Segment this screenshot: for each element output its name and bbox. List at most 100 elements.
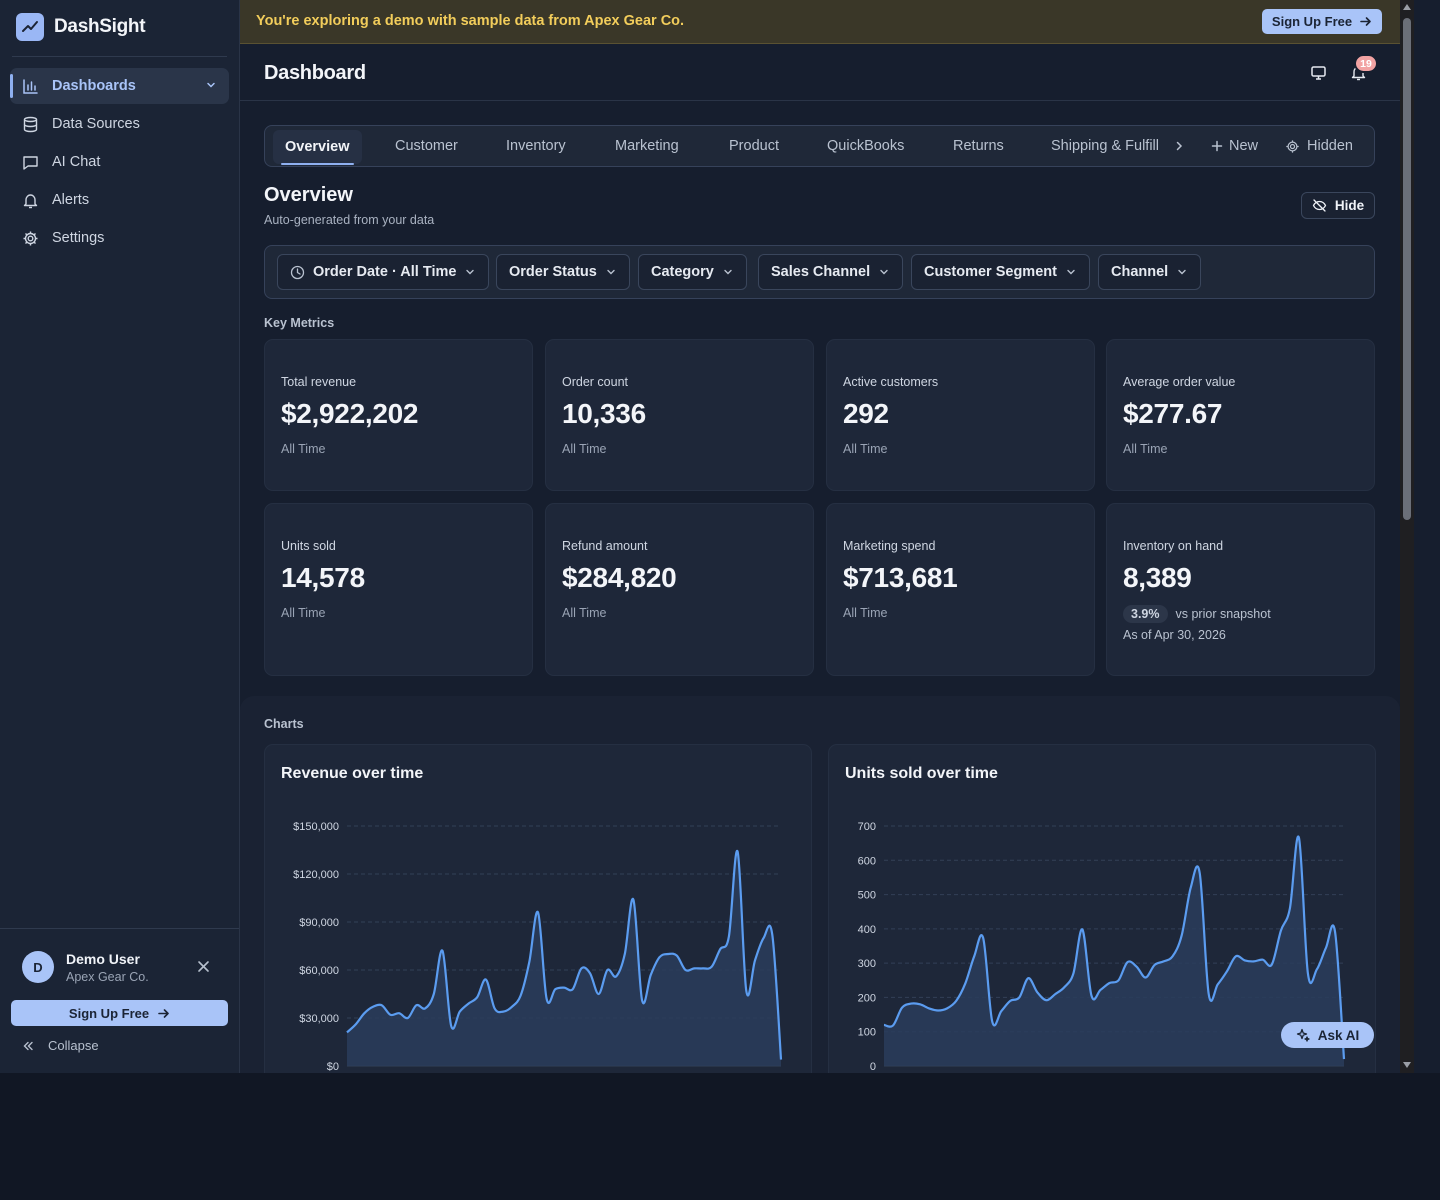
- user-card: D Demo User Apex Gear Co.: [22, 950, 218, 986]
- clock-icon: [290, 265, 305, 280]
- sidebar-item-data-sources[interactable]: Data Sources: [10, 106, 229, 142]
- divider: [0, 928, 239, 929]
- metric-value: 10,336: [562, 398, 646, 429]
- main-content: You're exploring a demo with sample data…: [240, 0, 1400, 1073]
- notification-badge: 19: [1354, 54, 1378, 73]
- y-tick-label: $60,000: [299, 965, 339, 977]
- ask-ai-button[interactable]: Ask AI: [1281, 1022, 1374, 1048]
- y-tick-label: $0: [327, 1061, 339, 1073]
- metric-label: Average order value: [1123, 375, 1236, 389]
- y-tick-label: 500: [858, 890, 876, 902]
- chevron-down-icon[interactable]: [205, 79, 217, 91]
- filter-channel[interactable]: Channel: [1098, 254, 1202, 290]
- tab-returns[interactable]: Returns: [953, 126, 1004, 166]
- units-chart: 0 100 200 300 400 500 600 700: [858, 821, 1346, 1073]
- y-tick-label: 100: [858, 1027, 876, 1039]
- sidebar: DashSight Dashboards Data Sources: [0, 0, 240, 1073]
- brand-name: DashSight: [54, 16, 146, 37]
- scroll-down-arrow-icon[interactable]: [1403, 1062, 1411, 1068]
- scroll-up-arrow-icon[interactable]: [1403, 4, 1411, 10]
- metric-label: Order count: [562, 375, 629, 389]
- sidebar-item-dashboards[interactable]: Dashboards: [10, 68, 229, 104]
- sidebar-nav: Dashboards Data Sources AI Chat: [10, 68, 229, 258]
- hidden-label: Hidden: [1307, 138, 1353, 154]
- user-org: Apex Gear Co.: [66, 970, 149, 984]
- filter-order-status[interactable]: Order Status: [496, 254, 630, 290]
- demo-banner: You're exploring a demo with sample data…: [240, 0, 1400, 44]
- filter-sales-channel[interactable]: Sales Channel: [758, 254, 904, 290]
- metric-value: $284,820: [562, 562, 677, 593]
- metric-card[interactable]: Refund amount $284,820 All Time: [545, 503, 814, 676]
- new-tab-button[interactable]: New: [1211, 126, 1258, 166]
- tab-customer[interactable]: Customer: [395, 126, 458, 166]
- section-title: Overview: [264, 184, 353, 206]
- scrollbar-thumb[interactable]: [1403, 18, 1411, 520]
- tab-label: Product: [729, 138, 779, 154]
- y-tick-label: 300: [858, 958, 876, 970]
- tabs-scroll-right[interactable]: [1173, 126, 1185, 166]
- metric-value: $2,922,202: [281, 398, 419, 429]
- filter-order-date[interactable]: Order Date · All Time: [277, 254, 490, 290]
- monitor-icon[interactable]: [1310, 64, 1327, 81]
- metric-card[interactable]: Total revenue $2,922,202 All Time: [264, 339, 533, 491]
- banner-signup-button[interactable]: Sign Up Free: [1262, 9, 1382, 34]
- tab-inventory[interactable]: Inventory: [506, 126, 566, 166]
- collapse-button[interactable]: Collapse: [22, 1038, 99, 1053]
- arrow-right-icon: [157, 1007, 170, 1020]
- sidebar-item-ai-chat[interactable]: AI Chat: [10, 144, 229, 180]
- scrollbar[interactable]: [1400, 0, 1414, 1073]
- revenue-chart: $0 $30,000 $60,000 $90,000 $120,000 $150,000: [293, 821, 783, 1073]
- avatar[interactable]: D: [22, 951, 54, 983]
- new-label: New: [1229, 138, 1259, 154]
- dashboard-tabs: Overview Customer Inventory Marketing Pr…: [264, 125, 1375, 167]
- y-tick-label: $120,000: [293, 869, 339, 881]
- hide-button[interactable]: Hide: [1301, 192, 1375, 219]
- brand[interactable]: DashSight: [16, 13, 146, 41]
- metric-label: Total revenue: [281, 375, 357, 389]
- bell-icon: [22, 192, 39, 209]
- close-icon[interactable]: [197, 960, 210, 973]
- filter-label: Customer Segment: [924, 264, 1057, 280]
- metric-period: All Time: [281, 606, 326, 620]
- metric-label: Active customers: [843, 375, 939, 389]
- tab-overview[interactable]: Overview: [273, 130, 362, 165]
- metric-value: 14,578: [281, 562, 365, 593]
- metric-value: $713,681: [843, 562, 958, 593]
- metric-label: Refund amount: [562, 539, 648, 553]
- filter-label: Order Date · All Time: [313, 264, 457, 280]
- series-line: [346, 850, 783, 1060]
- banner-text: You're exploring a demo with sample data…: [256, 13, 685, 29]
- metric-card[interactable]: Marketing spend $713,681 All Time: [826, 503, 1095, 676]
- metric-card[interactable]: Units sold 14,578 All Time: [264, 503, 533, 676]
- metric-card[interactable]: Average order value $277.67 All Time: [1106, 339, 1375, 491]
- sidebar-item-settings[interactable]: Settings: [10, 220, 229, 256]
- metric-card[interactable]: Order count 10,336 All Time: [545, 339, 814, 491]
- signup-label: Sign Up Free: [1271, 14, 1353, 29]
- sidebar-item-alerts[interactable]: Alerts: [10, 182, 229, 218]
- sparkle-icon: [1296, 1028, 1310, 1042]
- filter-category[interactable]: Category: [638, 254, 747, 290]
- filter-customer-segment[interactable]: Customer Segment: [911, 254, 1090, 290]
- plus-icon: [1211, 140, 1223, 152]
- tab-quickbooks[interactable]: QuickBooks: [827, 126, 904, 166]
- chevron-down-icon: [464, 266, 476, 278]
- units-chart-card[interactable]: Units sold over time 0 100 200 300 400 500 600…: [828, 744, 1376, 1073]
- tab-product[interactable]: Product: [729, 126, 779, 166]
- filter-bar: Order Date · All Time Order Status Categ…: [264, 245, 1375, 299]
- filter-label: Channel: [1111, 264, 1169, 280]
- series-line: [883, 835, 1346, 1060]
- page-title: Dashboard: [264, 62, 366, 84]
- hidden-tabs-button[interactable]: Hidden: [1285, 126, 1353, 166]
- sidebar-signup-button[interactable]: Sign Up Free: [11, 1000, 228, 1026]
- metric-value: 292: [843, 398, 889, 429]
- metric-period: All Time: [281, 442, 326, 456]
- tab-marketing[interactable]: Marketing: [615, 126, 679, 166]
- sidebar-item-label: Settings: [52, 230, 105, 246]
- hide-label: Hide: [1334, 198, 1365, 213]
- metric-card[interactable]: Inventory on hand 8,389 3.9% vs prior sn…: [1106, 503, 1375, 676]
- metric-card[interactable]: Active customers 292 All Time: [826, 339, 1095, 491]
- tab-shipping-fulfill[interactable]: Shipping & Fulfill: [1051, 126, 1159, 166]
- tab-label: Marketing: [615, 138, 679, 154]
- revenue-chart-card[interactable]: Revenue over time $0 $30,000 $60,000 $90,00…: [264, 744, 812, 1073]
- trend-logo-icon: [16, 13, 44, 41]
